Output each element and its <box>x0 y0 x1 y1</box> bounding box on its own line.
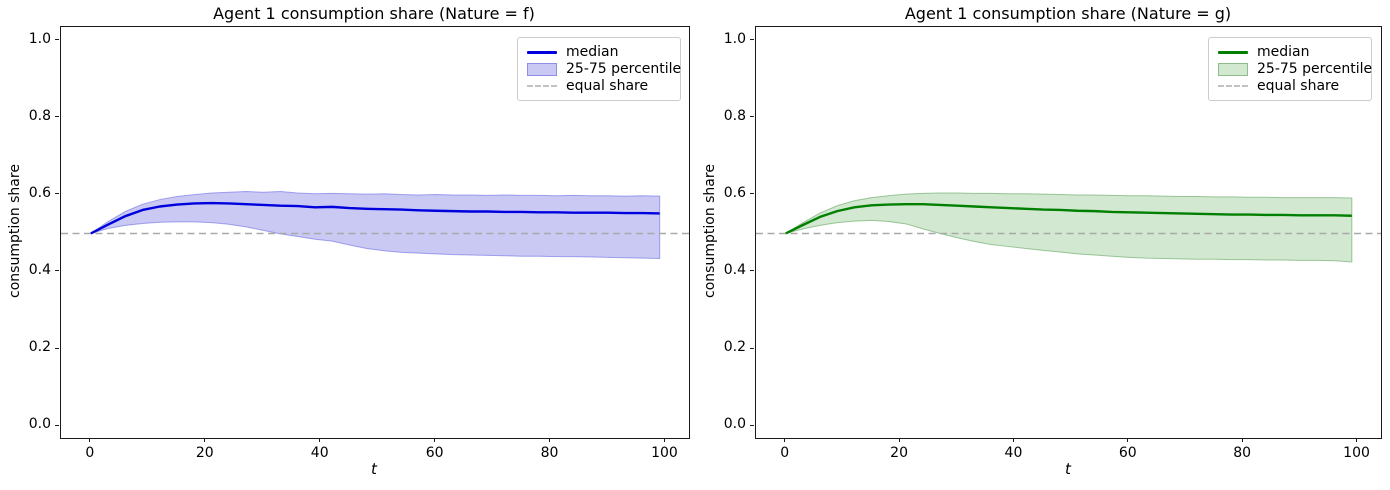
percentile-band-swatch <box>1218 62 1248 76</box>
chart-canvas <box>756 192 1381 263</box>
x-tick-label: 40 <box>1004 445 1023 461</box>
x-tick-mark <box>434 438 436 442</box>
legend: median 25-75 percentile equal share <box>517 37 681 101</box>
x-tick-mark <box>1356 438 1358 442</box>
y-tick-label: 0.2 <box>28 339 51 356</box>
x-tick-mark <box>1127 438 1129 442</box>
y-tick-mark <box>55 347 59 349</box>
y-tick-label: 0.6 <box>28 184 51 201</box>
legend: median 25-75 percentile equal share <box>1208 37 1372 101</box>
y-tick-mark <box>55 424 59 426</box>
legend-label: median <box>1257 44 1310 61</box>
x-tick-label: 60 <box>425 445 444 461</box>
x-tick-mark <box>1241 438 1243 442</box>
legend-label: median <box>566 44 619 61</box>
x-tick-mark <box>89 438 91 442</box>
y-tick-label: 0.0 <box>723 416 746 433</box>
median-line-swatch <box>1218 50 1248 54</box>
x-tick-mark <box>898 438 900 442</box>
x-tick-label: 60 <box>1118 445 1137 461</box>
y-tick-label: 0.2 <box>723 339 746 356</box>
x-tick-label: 100 <box>651 445 678 461</box>
legend-item-median: median <box>1218 44 1362 61</box>
y-tick-mark <box>750 193 754 195</box>
y-tick-label: 1.0 <box>28 30 51 47</box>
x-tick-label: 20 <box>890 445 908 461</box>
x-tick-mark <box>549 438 551 442</box>
x-tick-label: 0 <box>85 445 95 461</box>
x-tick-label: 100 <box>1343 445 1370 461</box>
x-tick-label: 80 <box>1233 445 1252 461</box>
x-tick-mark <box>204 438 206 442</box>
y-tick-mark <box>750 424 754 426</box>
y-tick-label: 0.4 <box>28 261 51 278</box>
y-tick-mark <box>750 347 754 349</box>
equal-share-line-swatch <box>1218 84 1248 87</box>
percentile-band <box>785 192 1353 263</box>
legend-label: equal share <box>566 77 649 94</box>
y-tick-label: 0.6 <box>723 184 746 201</box>
median-line-swatch <box>527 50 557 54</box>
y-tick-label: 0.8 <box>723 107 746 124</box>
x-tick-label: 0 <box>780 445 790 461</box>
y-tick-label: 0.4 <box>723 261 746 278</box>
legend-item-percentile-band: 25-75 percentile <box>1218 61 1372 78</box>
median-line <box>785 202 1352 235</box>
y-tick-mark <box>55 270 59 272</box>
y-tick-mark <box>750 270 754 272</box>
legend-item-equal-share: equal share <box>1218 77 1362 94</box>
legend-label: equal share <box>1257 77 1340 94</box>
x-tick-mark <box>319 438 321 442</box>
percentile-band <box>90 190 661 260</box>
y-tick-label: 0.8 <box>28 107 51 124</box>
chart-canvas <box>61 190 689 260</box>
x-tick-mark <box>784 438 786 442</box>
x-tick-label: 20 <box>195 445 214 461</box>
y-tick-mark <box>750 39 754 41</box>
x-tick-mark <box>1012 438 1014 442</box>
equal-share-line-swatch <box>527 84 557 87</box>
legend-item-percentile-band: 25-75 percentile <box>527 61 681 78</box>
y-tick-mark <box>55 193 59 195</box>
x-axis-label: t <box>371 460 377 478</box>
x-tick-label: 80 <box>540 445 559 461</box>
plot-area-nature-g <box>755 26 1382 439</box>
median-line <box>90 201 660 235</box>
y-tick-mark <box>55 39 59 41</box>
legend-label: 25-75 percentile <box>566 61 682 77</box>
y-tick-mark <box>750 116 754 118</box>
x-tick-mark <box>663 438 665 442</box>
legend-item-equal-share: equal share <box>527 77 671 94</box>
percentile-band-swatch <box>527 62 557 76</box>
chart-title-nature-f: Agent 1 consumption share (Nature = f) <box>213 4 535 23</box>
chart-title-nature-g: Agent 1 consumption share (Nature = g) <box>904 4 1232 23</box>
legend-item-median: median <box>527 44 671 61</box>
y-tick-label: 0.0 <box>28 416 51 433</box>
legend-label: 25-75 percentile <box>1257 61 1373 77</box>
x-tick-label: 40 <box>310 445 329 461</box>
y-tick-label: 1.0 <box>723 30 746 47</box>
x-axis-label: t <box>1065 460 1071 478</box>
y-tick-mark <box>55 116 59 118</box>
